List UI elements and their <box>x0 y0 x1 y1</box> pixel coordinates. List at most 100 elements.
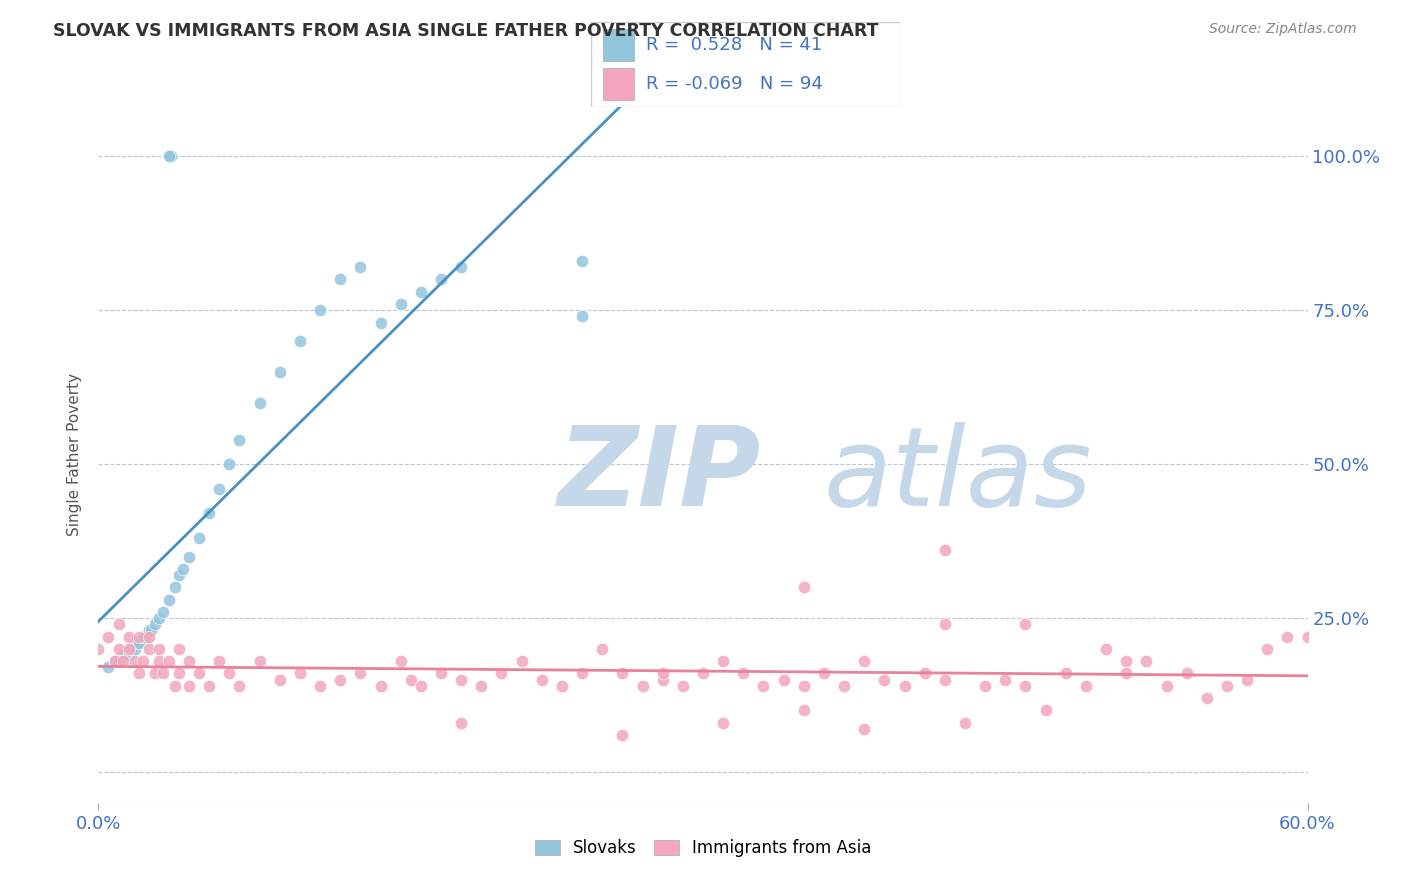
Point <box>309 679 332 693</box>
Text: ZIP: ZIP <box>558 422 762 529</box>
Point <box>111 654 134 668</box>
Point <box>1054 666 1077 681</box>
Point <box>733 666 755 681</box>
Point <box>179 679 201 693</box>
Point <box>491 666 513 681</box>
Point <box>138 624 160 638</box>
Point <box>450 260 472 274</box>
Point <box>97 660 120 674</box>
Text: R = -0.069   N = 94: R = -0.069 N = 94 <box>647 75 823 93</box>
Point <box>692 666 714 681</box>
Point <box>167 666 190 681</box>
FancyBboxPatch shape <box>591 22 900 107</box>
Text: R =  0.528   N = 41: R = 0.528 N = 41 <box>647 37 823 54</box>
Point <box>188 531 211 545</box>
Point <box>450 673 472 687</box>
Point <box>832 679 855 693</box>
Point <box>118 648 141 662</box>
Point <box>128 630 150 644</box>
Point <box>571 666 593 681</box>
Point <box>218 666 240 681</box>
Legend: Slovaks, Immigrants from Asia: Slovaks, Immigrants from Asia <box>534 839 872 857</box>
Point <box>269 365 291 379</box>
Point <box>128 636 150 650</box>
Point <box>107 641 129 656</box>
Point <box>1095 641 1118 656</box>
Point <box>914 666 936 681</box>
Point <box>124 654 146 668</box>
Point <box>1014 617 1036 632</box>
Point <box>152 605 174 619</box>
Point <box>370 679 392 693</box>
Point <box>349 260 371 274</box>
Point <box>409 285 432 299</box>
FancyBboxPatch shape <box>603 29 634 62</box>
Point <box>208 482 231 496</box>
Point <box>269 673 291 687</box>
Point <box>813 666 835 681</box>
Text: SLOVAK VS IMMIGRANTS FROM ASIA SINGLE FATHER POVERTY CORRELATION CHART: SLOVAK VS IMMIGRANTS FROM ASIA SINGLE FA… <box>53 22 879 40</box>
Point <box>160 149 183 163</box>
Text: atlas: atlas <box>824 422 1092 529</box>
Point <box>167 641 190 656</box>
Point <box>143 617 166 632</box>
Point <box>1156 679 1178 693</box>
Point <box>389 654 412 668</box>
Point <box>370 316 392 330</box>
Point <box>128 666 150 681</box>
Point <box>125 636 148 650</box>
Point <box>510 654 533 668</box>
Point <box>953 715 976 730</box>
Point <box>934 617 956 632</box>
Point <box>132 654 155 668</box>
Point <box>249 654 271 668</box>
Point <box>1256 641 1278 656</box>
Point <box>853 722 876 736</box>
Point <box>198 507 221 521</box>
Point <box>651 666 673 681</box>
Point <box>1135 654 1157 668</box>
Point <box>143 666 166 681</box>
Point <box>551 679 574 693</box>
Point <box>1115 666 1137 681</box>
Point <box>157 654 180 668</box>
Point <box>1277 630 1299 644</box>
Point <box>571 254 593 268</box>
Point <box>118 641 141 656</box>
Point <box>450 715 472 730</box>
Point <box>389 297 412 311</box>
Point <box>470 679 492 693</box>
Point <box>530 673 553 687</box>
Point <box>87 641 110 656</box>
Point <box>228 433 250 447</box>
Point <box>793 580 815 594</box>
Point <box>228 679 250 693</box>
Point <box>672 679 695 693</box>
Point <box>309 303 332 318</box>
Point <box>288 334 311 348</box>
Point <box>198 679 221 693</box>
Point <box>329 272 352 286</box>
Point <box>157 592 180 607</box>
Point <box>138 641 160 656</box>
Point <box>1236 673 1258 687</box>
Point <box>430 666 453 681</box>
Point <box>120 641 142 656</box>
Point <box>103 654 125 668</box>
Point <box>124 641 146 656</box>
Point <box>711 715 734 730</box>
Point <box>612 728 634 742</box>
Point <box>752 679 775 693</box>
Point <box>974 679 997 693</box>
Point <box>163 580 186 594</box>
Point <box>591 641 613 656</box>
Point <box>853 654 876 668</box>
Point <box>873 673 896 687</box>
Point <box>329 673 352 687</box>
Point <box>188 666 211 681</box>
Point <box>934 543 956 558</box>
Point <box>148 641 170 656</box>
Point <box>612 666 634 681</box>
Point <box>651 673 673 687</box>
Point <box>148 654 170 668</box>
